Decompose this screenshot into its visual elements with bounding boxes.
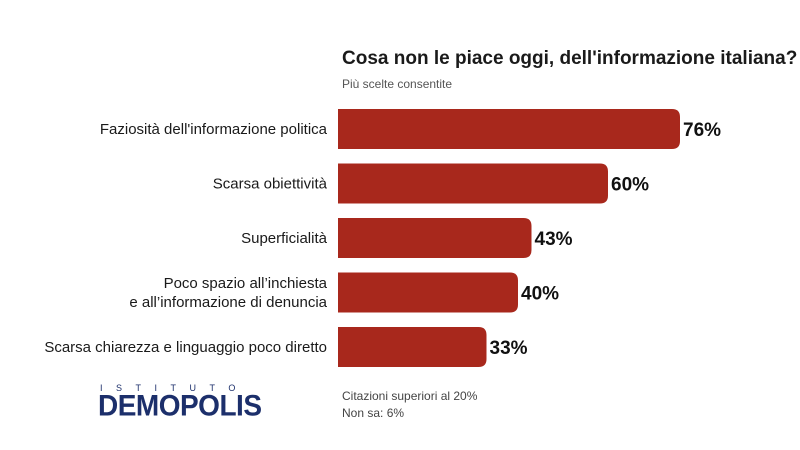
bar-1 [338,163,608,204]
value-label-1: 60% [611,175,649,196]
bar-2 [338,218,532,258]
value-label-3: 40% [521,284,559,305]
chart-title: Cosa non le piace oggi, dell'informazion… [342,48,798,69]
footnote-citations: Citazioni superiori al 20% [342,389,478,403]
chart-subtitle: Più scelte consentite [342,77,453,91]
bar-3 [338,272,518,313]
value-label-2: 43% [535,229,573,250]
logo-top-text: ISTITUTO [100,383,249,393]
category-label-4: Scarsa chiarezza e linguaggio poco diret… [44,339,327,356]
category-label-1: Scarsa obiettività [213,176,328,193]
footnotes: Citazioni superiori al 20% Non sa: 6% [342,388,477,422]
value-label-4: 33% [490,338,528,359]
category-label-3-line-1: e all’informazione di denuncia [129,294,327,311]
bar-4 [338,327,487,367]
category-label-3-line-0: Poco spazio all’inchiesta [164,275,328,292]
value-label-0: 76% [683,120,721,141]
footnote-non-sa: Non sa: 6% [342,406,405,420]
category-label-2: Superficialità [241,230,328,247]
bar-0 [338,109,680,149]
category-label-0: Faziosità dell'informazione politica [100,121,328,138]
demopolis-logo: ISTITUTO DEMOPOLIS [98,383,288,423]
logo-main-text: DEMOPOLIS [98,389,262,422]
